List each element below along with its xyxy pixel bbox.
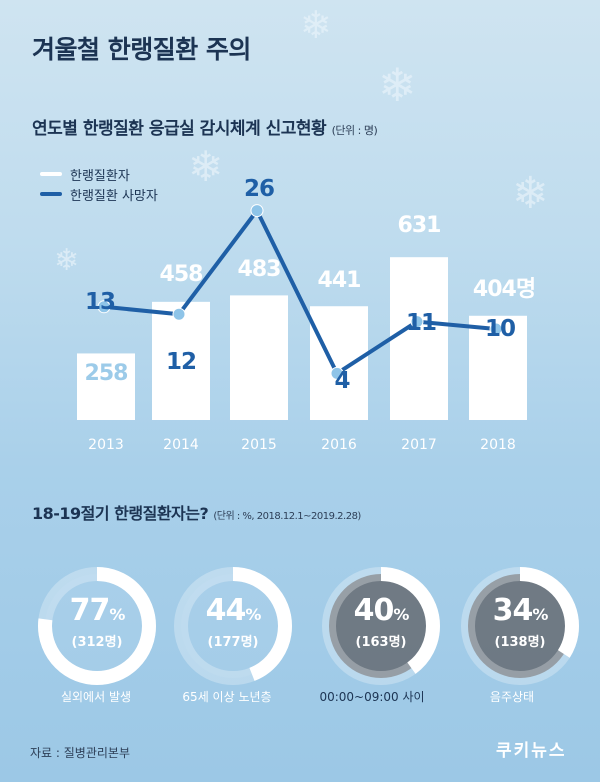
x-tick-label-2015: 2015: [241, 437, 277, 453]
donut-ring: [322, 567, 440, 685]
death-value-label-2016: 4: [334, 368, 349, 394]
bar-value-label-2013: 258: [85, 361, 128, 386]
donut-heading-text: 18-19절기 한랭질환자는?: [32, 504, 209, 523]
donut-percent-value: 44: [205, 593, 247, 628]
chart-heading: 연도별 한랭질환 응급실 감시체계 신고현황 (단위 : 명): [32, 114, 378, 139]
death-value-label-2017: 11: [406, 310, 436, 336]
donut-arc: [322, 567, 440, 685]
death-value-label-2013: 13: [85, 289, 115, 315]
donut-count: (163명): [355, 635, 407, 650]
death-point-2013: [97, 300, 111, 314]
bar-2017: [390, 257, 448, 420]
legend-item-deaths: 한랭질환 사망자: [40, 184, 158, 204]
chart-legend: 한랭질환자 한랭질환 사망자: [40, 164, 158, 204]
donut-percent-sign: %: [109, 605, 125, 624]
donut-unit: (단위 : %, 2018.12.1~2019.2.28): [213, 511, 361, 522]
donut-arc: [461, 567, 579, 685]
donut-count: (312명): [71, 635, 123, 650]
donut-count: (138명): [494, 635, 546, 650]
donut-chart: 40% (163명): [318, 563, 444, 689]
snowflake-icon: ❄: [378, 58, 417, 112]
legend-item-patients: 한랭질환자: [40, 164, 158, 184]
legend-swatch-line: [40, 192, 62, 196]
snowflake-icon: ❄: [512, 168, 549, 219]
donut-percent: 40%: [318, 593, 444, 628]
legend-swatch-bar: [40, 172, 62, 176]
donut-count: (177명): [207, 635, 259, 650]
chart-heading-text: 연도별 한랭질환 응급실 감시체계 신고현황: [32, 119, 327, 139]
donut-percent: 77%: [34, 593, 160, 628]
x-tick-label-2014: 2014: [163, 437, 199, 453]
donut-chart: 44% (177명): [170, 563, 296, 689]
death-point-2014: [172, 307, 186, 321]
death-value-label-2014: 12: [166, 349, 196, 375]
brand-logo: 쿠키뉴스: [496, 741, 567, 761]
combo-chart: 258 458 483 441 631 404명 13 12 26 4 11 10 2013 2014 20…: [77, 176, 535, 453]
donut-percent-sign: %: [532, 605, 548, 624]
donut-label: 음주상태: [489, 690, 535, 704]
bar-2016: [310, 306, 368, 420]
donut-label: 실외에서 발생: [60, 690, 132, 704]
x-tick-label-2017: 2017: [401, 437, 437, 453]
death-point-2015: [250, 204, 264, 218]
snowflake-icon: ❄: [54, 243, 80, 278]
death-point-2016: [330, 366, 344, 380]
x-tick-label-2013: 2013: [88, 437, 124, 453]
legend-label-deaths: 한랭질환 사망자: [70, 188, 158, 204]
source-note: 자료 : 질병관리본부: [30, 746, 130, 760]
donut-percent-value: 34: [492, 593, 534, 628]
donut-percent-sign: %: [245, 605, 261, 624]
donut-percent-value: 77: [69, 593, 111, 628]
bar-2013: [77, 353, 135, 420]
death-point-2018: [489, 322, 503, 336]
donut-label: 00:00~09:00 사이: [319, 690, 425, 704]
donut-chart: 77% (312명): [34, 563, 160, 689]
donut-arc: [174, 567, 292, 685]
bar-2014: [152, 301, 210, 420]
bar-value-label-2014: 458: [160, 262, 203, 287]
donut-chart: 34% (138명): [457, 563, 583, 689]
chart-unit: (단위 : 명): [331, 124, 378, 137]
bar-value-label-2017: 631: [398, 213, 441, 238]
donut-percent: 44%: [170, 593, 296, 628]
snowflake-icon: ❄: [300, 3, 332, 47]
snowflake-icon: ❄: [188, 142, 224, 191]
donut-percent: 34%: [457, 593, 583, 628]
bar-value-label-2015: 483: [238, 257, 281, 282]
donut-ring: [38, 567, 156, 685]
donut-arc: [38, 567, 156, 685]
death-series-line: [103, 208, 497, 376]
donut-heading: 18-19절기 한랭질환자는? (단위 : %, 2018.12.1~2019.…: [32, 500, 361, 524]
page-title: 겨울철 한랭질환 주의: [32, 35, 251, 64]
legend-label-patients: 한랭질환자: [70, 168, 130, 184]
x-tick-label-2016: 2016: [321, 437, 357, 453]
death-point-2017: [410, 315, 424, 329]
bar-value-label-2018: 404명: [473, 277, 535, 302]
death-value-label-2015: 26: [244, 176, 274, 202]
donut-percent-value: 40: [353, 593, 395, 628]
x-tick-label-2018: 2018: [480, 437, 516, 453]
donut-ring: [174, 567, 292, 685]
bar-2015: [230, 295, 288, 420]
donut-percent-sign: %: [393, 605, 409, 624]
donut-label: 65세 이상 노년층: [182, 690, 272, 704]
bar-value-label-2016: 441: [318, 268, 361, 293]
donut-ring: [461, 567, 579, 685]
death-value-label-2018: 10: [485, 316, 515, 342]
